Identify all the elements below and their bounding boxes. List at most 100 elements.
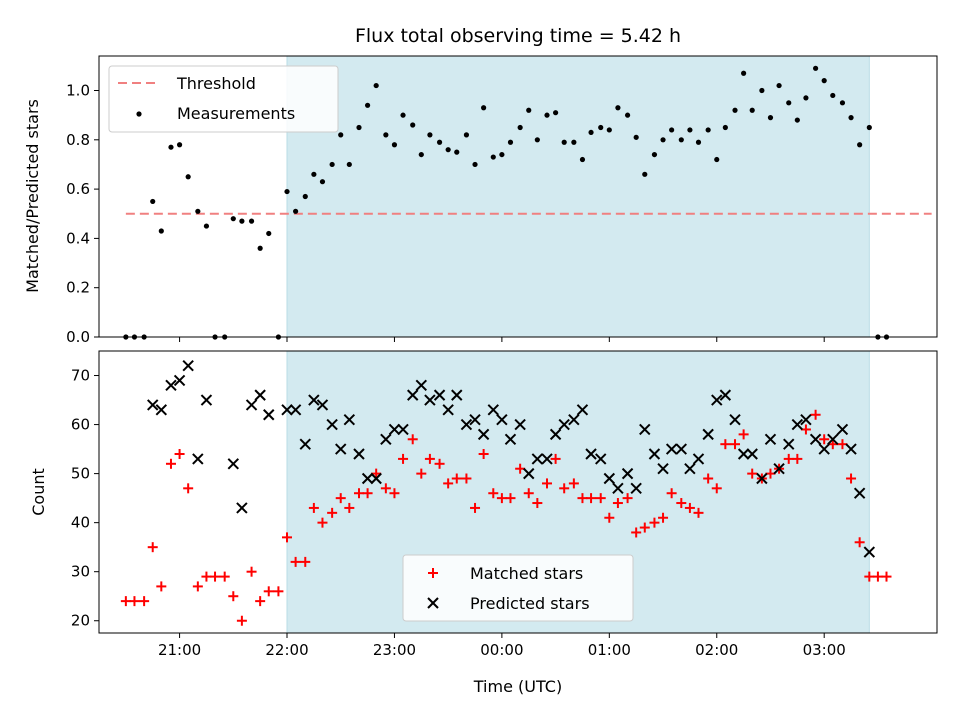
matched-star-point bbox=[192, 581, 203, 592]
matched-star-point bbox=[139, 596, 150, 607]
matched-star-point bbox=[622, 493, 633, 504]
measurement-point bbox=[507, 139, 514, 145]
matched-star-point bbox=[810, 409, 821, 420]
y-tick-label: 0.0 bbox=[66, 328, 90, 346]
matched-star-point bbox=[470, 502, 481, 513]
measurement-point bbox=[687, 127, 693, 133]
predicted-star-point bbox=[316, 399, 329, 411]
measurement-point bbox=[338, 132, 344, 138]
matched-star-point bbox=[255, 596, 266, 607]
measurement-point bbox=[400, 112, 406, 118]
matched-star-point bbox=[210, 571, 221, 582]
matched-star-point bbox=[219, 571, 230, 582]
matched-star-point bbox=[550, 453, 561, 464]
predicted-star-point bbox=[791, 418, 804, 431]
matched-star-point bbox=[496, 493, 507, 504]
matched-star-point bbox=[308, 502, 319, 513]
matched-star-point bbox=[800, 424, 811, 435]
predicted-star-point bbox=[603, 472, 616, 485]
predicted-star-point bbox=[576, 404, 589, 416]
legend-box bbox=[402, 554, 634, 622]
predicted-star-point bbox=[692, 453, 705, 465]
matched-star-point bbox=[747, 468, 758, 479]
predicted-star-point bbox=[737, 448, 750, 460]
matched-star-point bbox=[666, 488, 677, 499]
matched-star-point bbox=[174, 448, 185, 459]
matched-star-point bbox=[165, 458, 176, 469]
measurement-point bbox=[606, 127, 612, 133]
x-tick-label: 03:00 bbox=[803, 641, 846, 659]
matched-star-point bbox=[846, 473, 857, 484]
observing-window-shade bbox=[286, 56, 870, 337]
count-legend: Matched stars Predicted stars bbox=[402, 554, 634, 622]
matched-star-point bbox=[380, 483, 391, 494]
matched-star-point bbox=[595, 493, 606, 504]
matched-star-point bbox=[416, 468, 427, 479]
measurement-point bbox=[293, 208, 299, 214]
predicted-star-point bbox=[514, 418, 526, 431]
predicted-star-point bbox=[380, 433, 392, 445]
measurement-point bbox=[176, 142, 183, 148]
matched-star-point bbox=[586, 493, 597, 504]
predicted-star-point bbox=[415, 379, 428, 392]
predicted-star-point bbox=[684, 462, 696, 475]
matched-star-point bbox=[639, 522, 650, 533]
y-tick-label: 0.8 bbox=[66, 131, 90, 149]
legend-threshold-label: Threshold bbox=[176, 74, 256, 93]
measurement-point bbox=[266, 230, 272, 237]
measurement-point bbox=[185, 174, 191, 180]
matched-star-point bbox=[120, 596, 131, 607]
predicted-star-point bbox=[227, 458, 240, 470]
matched-star-point bbox=[147, 542, 158, 553]
measurement-point bbox=[454, 149, 460, 155]
matched-star-point bbox=[738, 429, 749, 440]
matched-star-point bbox=[156, 581, 167, 592]
y-tick-label: 60 bbox=[71, 416, 90, 434]
predicted-star-point bbox=[263, 409, 275, 421]
measurement-point bbox=[633, 134, 639, 140]
predicted-star-point bbox=[281, 404, 293, 416]
x-tick-label: 23:00 bbox=[373, 641, 416, 659]
matched-star-point bbox=[362, 488, 373, 499]
predicted-star-point bbox=[335, 443, 347, 455]
axes-frame bbox=[98, 55, 938, 338]
matched-star-point bbox=[864, 571, 875, 582]
measurement-point bbox=[158, 228, 164, 234]
matched-star-point bbox=[461, 473, 472, 484]
y-tick-label: 20 bbox=[71, 612, 90, 630]
matched-star-point bbox=[827, 439, 838, 450]
matched-star-point bbox=[631, 527, 642, 538]
predicted-star-point bbox=[433, 389, 446, 401]
matched-star-point bbox=[792, 453, 803, 464]
measurement-point bbox=[490, 154, 496, 160]
matched-star-point bbox=[837, 439, 848, 450]
predicted-star-point bbox=[756, 472, 768, 485]
matched-star-point bbox=[542, 478, 553, 489]
matched-star-point bbox=[129, 596, 140, 607]
matched-star-point bbox=[730, 439, 741, 450]
matched-star-point bbox=[273, 586, 284, 597]
y-tick-label: 40 bbox=[71, 514, 90, 532]
count-points bbox=[120, 360, 892, 626]
predicted-star-point bbox=[818, 443, 830, 455]
predicted-star-point bbox=[764, 433, 777, 445]
matched-star-point bbox=[523, 488, 534, 499]
matched-star-point bbox=[201, 571, 212, 582]
matched-star-point bbox=[881, 571, 892, 582]
measurement-point bbox=[346, 161, 352, 168]
predicted-star-point bbox=[460, 418, 473, 431]
x-tick-label: 02:00 bbox=[695, 641, 738, 659]
measurement-point bbox=[571, 139, 577, 145]
observing-window-band bbox=[287, 56, 870, 337]
matched-star-point bbox=[819, 434, 830, 445]
measurement-point bbox=[526, 107, 532, 113]
measurement-point bbox=[284, 188, 290, 195]
count-y-axis-label: Count bbox=[29, 468, 48, 516]
x-tick-label: 22:00 bbox=[265, 641, 308, 659]
predicted-star-point bbox=[299, 438, 311, 450]
measurement-point bbox=[517, 124, 523, 131]
matched-star-point bbox=[658, 512, 669, 523]
legend-predicted-swatch bbox=[427, 597, 439, 609]
predicted-star-point bbox=[147, 399, 159, 411]
y-tick-label: 1.0 bbox=[66, 82, 90, 100]
